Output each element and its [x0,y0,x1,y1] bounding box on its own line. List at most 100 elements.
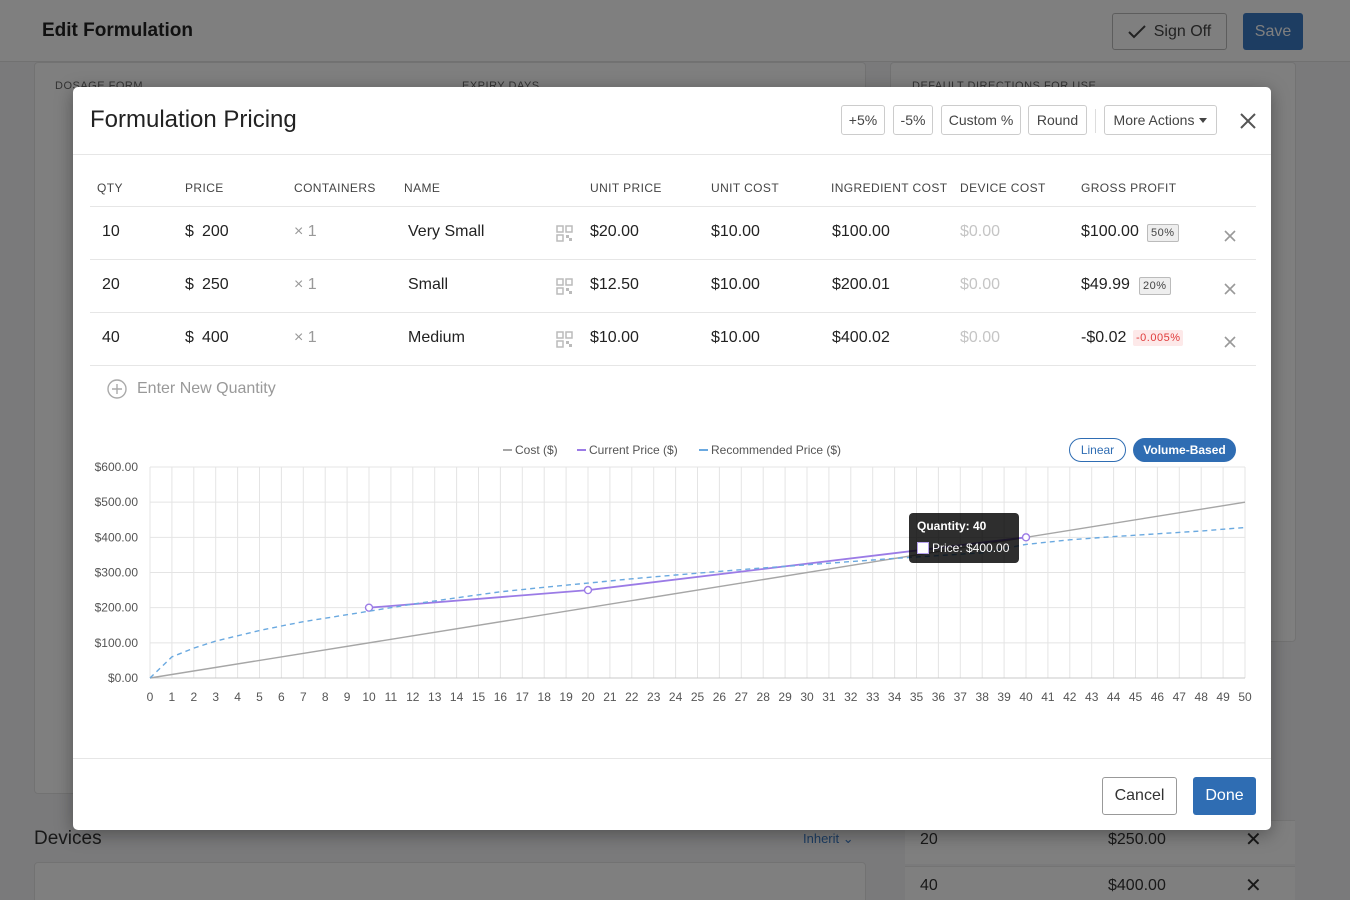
custom-percent-button[interactable]: Custom % [941,105,1021,135]
legend-label: Cost ($) [515,443,558,457]
remove-row-icon[interactable] [1223,229,1237,243]
enter-new-quantity-input[interactable]: Enter New Quantity [107,379,276,399]
column-unit-cost: UNIT COST [711,181,780,195]
current-price-point [364,603,374,612]
pricing-table-header: QTY PRICE CONTAINERS NAME UNIT PRICE UNI… [90,177,1256,207]
price-input[interactable]: 200 [202,223,229,240]
remove-row-icon[interactable] [1223,282,1237,296]
containers-input[interactable]: × 1 [294,276,317,293]
plus-5-percent-button[interactable]: +5% [841,105,885,135]
unit-price-value: $20.00 [590,223,639,240]
current-price-point [1021,533,1031,542]
y-tick-label: $200.00 [95,601,139,615]
table-row: 10 $ 200 × 1 Very Small $20.00 $10.00 $1… [90,207,1256,260]
x-tick-label: 34 [888,690,902,704]
x-tick-label: 26 [713,690,727,704]
ingredient-cost-value: $400.02 [832,329,890,346]
device-cost-value: $0.00 [960,223,1001,240]
x-tick-label: 35 [910,690,924,704]
qty-input[interactable]: 20 [102,276,120,293]
x-tick-label: 9 [344,690,351,704]
remove-row-icon[interactable] [1223,335,1237,349]
x-tick-label: 38 [976,690,990,704]
device-cost-value: $0.00 [960,276,1001,293]
x-tick-label: 24 [669,690,683,704]
x-tick-label: 21 [603,690,617,704]
minus-5-percent-button[interactable]: -5% [893,105,933,135]
qty-input[interactable]: 10 [102,223,120,240]
x-tick-label: 14 [450,690,464,704]
column-ingredient-cost: INGREDIENT COST [831,181,948,195]
linear-toggle[interactable]: Linear [1069,438,1126,462]
ingredient-cost-value: $100.00 [832,223,890,240]
table-row: 20 $ 250 × 1 Small $12.50 $10.00 $200.01… [90,260,1256,313]
x-tick-label: 3 [212,690,219,704]
column-price: PRICE [185,181,224,195]
x-axis-ticks: 0 1 2 3 4 5 6 7 8 9 10 11 12 13 14 15 16 17 18 19 20 21 22 23 24… [147,690,1252,704]
x-tick-label: 45 [1129,690,1143,704]
x-tick-label: 22 [625,690,639,704]
plus-circle-icon [107,379,127,399]
x-tick-label: 49 [1216,690,1230,704]
x-tick-label: 0 [147,690,154,704]
tooltip-value: Price: $400.00 [932,541,1010,555]
modal-header: Formulation Pricing +5% -5% Custom % Rou… [73,87,1271,155]
column-device-cost: DEVICE COST [960,181,1046,195]
cancel-button[interactable]: Cancel [1102,777,1177,815]
current-price-point [583,585,593,595]
x-tick-label: 36 [932,690,946,704]
done-button[interactable]: Done [1193,777,1256,815]
unit-cost-value: $10.00 [711,276,760,293]
name-input[interactable]: Medium [408,329,465,346]
x-tick-label: 23 [647,690,661,704]
legend-label: Recommended Price ($) [711,443,841,457]
pricing-chart: Cost ($) Current Price ($) Recommended Pri… [95,443,1252,704]
x-tick-label: 2 [190,690,197,704]
tooltip-value-row: Price: $400.00 [917,541,1009,555]
device-cost-value: $0.00 [960,329,1001,346]
qr-code-icon[interactable] [556,331,573,348]
x-tick-label: 33 [866,690,880,704]
x-tick-label: 44 [1107,690,1121,704]
x-tick-label: 29 [778,690,792,704]
qr-code-icon[interactable] [556,225,573,242]
chart-tooltip: Quantity: 40 Price: $400.00 [909,513,1019,563]
name-input[interactable]: Small [408,276,449,293]
price-input[interactable]: 400 [202,329,229,346]
volume-based-toggle[interactable]: Volume-Based [1133,438,1236,462]
name-input[interactable]: Very Small [408,223,485,240]
gross-profit-value: -$0.02 [1081,329,1127,346]
qty-input[interactable]: 40 [102,329,120,346]
close-icon[interactable] [1236,109,1260,133]
column-qty: QTY [97,181,123,195]
x-tick-label: 50 [1238,690,1252,704]
enter-new-quantity-placeholder: Enter New Quantity [137,380,276,397]
more-actions-dropdown[interactable]: More Actions [1104,105,1217,135]
x-tick-label: 28 [757,690,771,704]
containers-input[interactable]: × 1 [294,329,317,346]
containers-input[interactable]: × 1 [294,223,317,240]
y-tick-label: $300.00 [95,566,139,580]
x-tick-label: 47 [1173,690,1187,704]
modal-title: Formulation Pricing [90,106,297,133]
y-tick-label: $100.00 [95,636,139,650]
x-tick-label: 31 [822,690,836,704]
x-tick-label: 43 [1085,690,1099,704]
x-tick-label: 25 [691,690,705,704]
x-tick-label: 8 [322,690,329,704]
qr-code-icon[interactable] [556,278,573,295]
x-tick-label: 5 [256,690,263,704]
x-tick-label: 27 [735,690,749,704]
currency-symbol: $ [185,329,194,346]
x-tick-label: 42 [1063,690,1077,704]
caret-down-icon [1199,117,1208,123]
price-input[interactable]: 250 [202,276,229,293]
unit-price-value: $10.00 [590,329,639,346]
x-tick-label: 32 [844,690,858,704]
y-axis-ticks: $0.00 $100.00 $200.00 $300.00 $400.00 $500.00… [95,460,139,685]
unit-price-value: $12.50 [590,276,639,293]
round-button[interactable]: Round [1028,105,1087,135]
x-tick-label: 11 [385,690,398,704]
chart-legend: Cost ($) Current Price ($) Recommended Pri… [503,443,841,457]
y-tick-label: $500.00 [95,495,139,509]
